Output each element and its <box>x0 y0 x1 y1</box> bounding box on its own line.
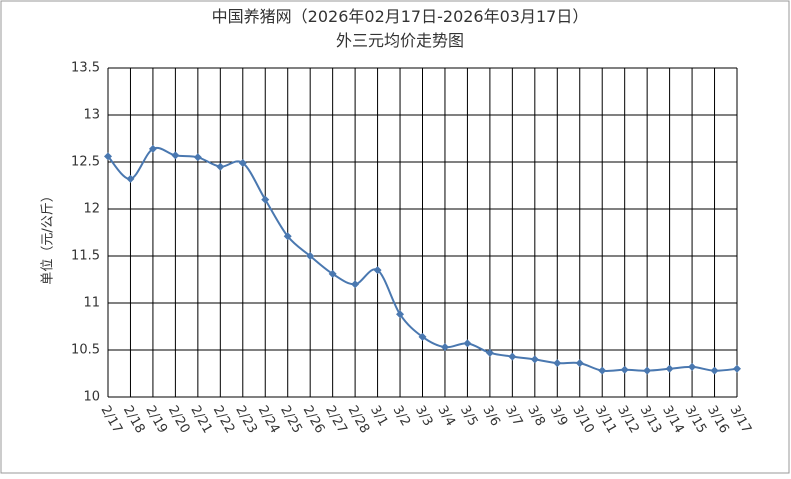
point <box>193 153 202 162</box>
point <box>396 310 405 319</box>
point <box>598 366 607 375</box>
point <box>508 352 517 361</box>
y-tick-label: 12.5 <box>71 155 100 170</box>
point <box>620 365 629 374</box>
y-axis-label: 单位（元/公斤） <box>41 189 56 284</box>
point <box>643 366 652 375</box>
point <box>463 339 472 348</box>
point <box>148 144 157 153</box>
point <box>351 280 360 289</box>
y-tick-label: 11 <box>83 296 100 311</box>
point <box>440 343 449 352</box>
y-tick-label: 11.5 <box>71 249 100 264</box>
point <box>306 252 315 260</box>
point <box>485 348 494 357</box>
point <box>104 152 112 161</box>
point <box>283 232 292 241</box>
y-tick-label: 13.5 <box>71 61 100 76</box>
point <box>553 359 562 368</box>
point <box>216 162 225 171</box>
point <box>373 266 382 275</box>
chart-title: 中国养猪网（2026年02月17日-2026年03月17日） <box>212 7 589 26</box>
y-tick-label: 13 <box>83 108 100 123</box>
point <box>171 151 180 160</box>
point <box>530 355 539 364</box>
point <box>710 366 719 375</box>
chart-subtitle: 外三元均价走势图 <box>336 31 464 50</box>
point <box>688 362 697 371</box>
point <box>261 195 270 204</box>
y-tick-label: 10.5 <box>71 343 100 358</box>
point <box>733 364 741 373</box>
y-tick-label: 10 <box>83 390 100 405</box>
point <box>418 332 427 341</box>
y-tick-label: 12 <box>83 202 100 217</box>
point <box>126 174 135 183</box>
point <box>238 158 247 167</box>
point <box>665 364 674 373</box>
point <box>575 359 584 368</box>
point <box>328 269 337 278</box>
